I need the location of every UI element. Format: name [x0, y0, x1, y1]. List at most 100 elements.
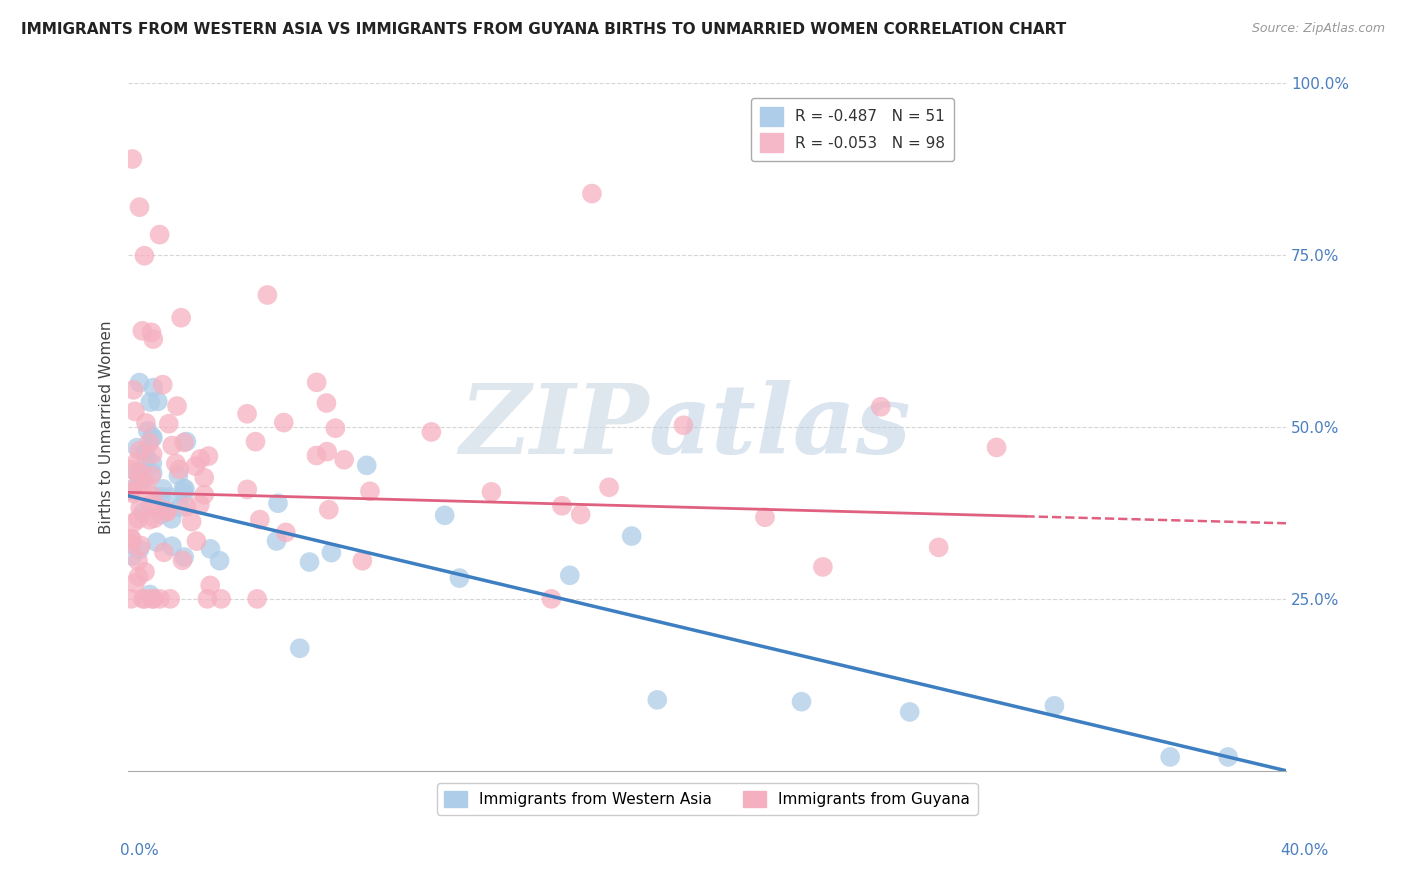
Point — [136, 424, 159, 438]
Point — [1159, 750, 1181, 764]
Point — [125, 441, 148, 455]
Point — [134, 565, 156, 579]
Point — [145, 535, 167, 549]
Point — [193, 487, 215, 501]
Point — [173, 435, 195, 450]
Point — [135, 476, 157, 491]
Point — [139, 587, 162, 601]
Point — [134, 249, 156, 263]
Point — [132, 591, 155, 606]
Point — [156, 505, 179, 519]
Point — [246, 591, 269, 606]
Text: ZIP: ZIP — [460, 380, 650, 474]
Point — [121, 152, 143, 166]
Point — [141, 430, 163, 444]
Point — [120, 532, 142, 546]
Text: 0.0%: 0.0% — [120, 843, 159, 858]
Point — [124, 576, 146, 591]
Point — [188, 451, 211, 466]
Point — [121, 549, 143, 563]
Point — [139, 395, 162, 409]
Point — [274, 525, 297, 540]
Point — [135, 416, 157, 430]
Point — [245, 434, 267, 449]
Point — [169, 462, 191, 476]
Point — [174, 482, 197, 496]
Point — [141, 497, 163, 511]
Point — [256, 288, 278, 302]
Point — [166, 399, 188, 413]
Point — [620, 529, 643, 543]
Point — [127, 570, 149, 584]
Point — [160, 539, 183, 553]
Point — [129, 466, 152, 480]
Point — [352, 554, 374, 568]
Point — [121, 532, 143, 546]
Point — [598, 480, 620, 494]
Point — [149, 591, 172, 606]
Point — [159, 591, 181, 606]
Point — [186, 534, 208, 549]
Point — [180, 515, 202, 529]
Point — [132, 505, 155, 519]
Point — [1216, 750, 1239, 764]
Point — [153, 545, 176, 559]
Text: atlas: atlas — [650, 380, 912, 474]
Point — [318, 502, 340, 516]
Point — [898, 705, 921, 719]
Point — [128, 443, 150, 458]
Point — [128, 475, 150, 489]
Point — [155, 504, 177, 518]
Point — [176, 434, 198, 449]
Point — [150, 508, 173, 522]
Point — [167, 468, 190, 483]
Point — [128, 376, 150, 390]
Point — [129, 539, 152, 553]
Point — [120, 483, 142, 497]
Point — [152, 377, 174, 392]
Point — [176, 500, 198, 514]
Point — [316, 444, 339, 458]
Point — [134, 445, 156, 459]
Point — [754, 510, 776, 524]
Point — [359, 484, 381, 499]
Point — [433, 508, 456, 523]
Point — [142, 466, 165, 480]
Point — [481, 484, 503, 499]
Point — [200, 541, 222, 556]
Point — [135, 450, 157, 465]
Point — [197, 449, 219, 463]
Point — [236, 483, 259, 497]
Point — [267, 496, 290, 510]
Point — [122, 383, 145, 397]
Point — [127, 554, 149, 568]
Point — [157, 490, 180, 504]
Point — [152, 482, 174, 496]
Point — [356, 458, 378, 473]
Point — [143, 511, 166, 525]
Point — [193, 470, 215, 484]
Point — [208, 554, 231, 568]
Point — [298, 555, 321, 569]
Point — [142, 381, 165, 395]
Point — [138, 513, 160, 527]
Point — [129, 500, 152, 515]
Point — [325, 421, 347, 435]
Point — [165, 457, 187, 471]
Point — [120, 484, 142, 499]
Point — [141, 456, 163, 470]
Point — [170, 310, 193, 325]
Point — [198, 578, 221, 592]
Point — [120, 591, 142, 606]
Point — [120, 537, 142, 551]
Point — [172, 482, 194, 496]
Point — [315, 396, 337, 410]
Point — [647, 693, 669, 707]
Point — [142, 431, 165, 445]
Point — [128, 200, 150, 214]
Point — [160, 438, 183, 452]
Point — [305, 376, 328, 390]
Point — [869, 400, 891, 414]
Point — [127, 512, 149, 526]
Point — [266, 533, 288, 548]
